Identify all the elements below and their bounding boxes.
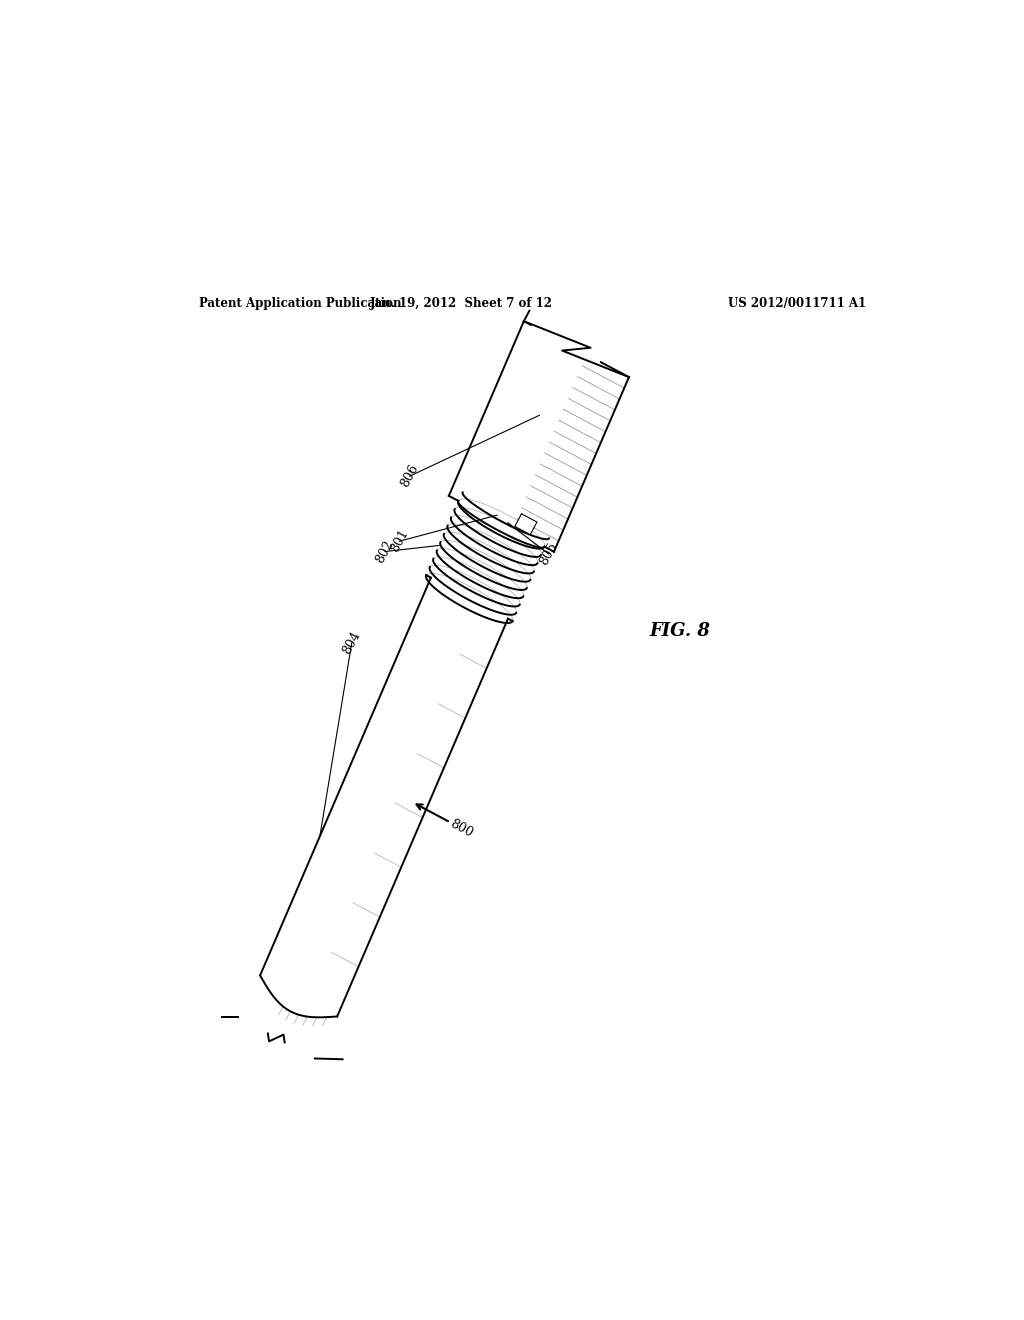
Text: Patent Application Publication: Patent Application Publication — [200, 297, 402, 310]
Text: Jan. 19, 2012  Sheet 7 of 12: Jan. 19, 2012 Sheet 7 of 12 — [370, 297, 553, 310]
Text: 804: 804 — [340, 630, 364, 656]
Polygon shape — [260, 578, 508, 1016]
Text: 806: 806 — [398, 462, 421, 490]
Text: FIG. 8: FIG. 8 — [649, 622, 710, 640]
Polygon shape — [449, 321, 629, 552]
Text: 805: 805 — [538, 540, 560, 568]
Polygon shape — [515, 513, 537, 535]
Text: 800: 800 — [447, 817, 475, 840]
Text: 802: 802 — [374, 539, 396, 565]
Text: 801: 801 — [388, 528, 411, 554]
Text: US 2012/0011711 A1: US 2012/0011711 A1 — [728, 297, 866, 310]
Polygon shape — [426, 500, 545, 622]
